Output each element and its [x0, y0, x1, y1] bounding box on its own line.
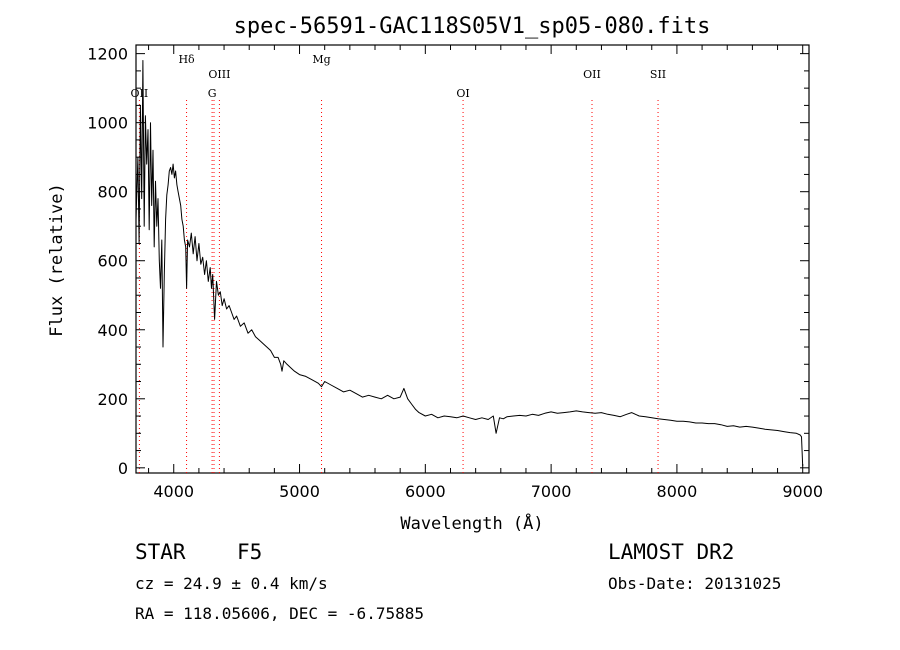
velocity-text: cz = 24.9 ± 0.4 km/s: [135, 574, 328, 593]
x-tick-label: 9000: [782, 482, 823, 501]
survey-name: LAMOST DR2: [608, 540, 735, 564]
y-tick-label: 0: [118, 459, 128, 478]
y-tick-label: 400: [97, 321, 128, 340]
x-tick-label: 6000: [405, 482, 446, 501]
emission-line-label: G: [208, 87, 217, 100]
y-tick-label: 1200: [87, 45, 128, 64]
coordinates-text: RA = 118.05606, DEC = -6.75885: [135, 604, 424, 623]
x-tick-label: 8000: [657, 482, 698, 501]
x-axis-label: Wavelength (Å): [400, 512, 543, 534]
object-class: STAR: [135, 540, 186, 564]
emission-line-label: Hδ: [178, 53, 195, 66]
emission-line-label: OIII: [208, 68, 230, 81]
y-axis-label: Flux (relative): [47, 183, 67, 337]
emission-line-label: SII: [650, 68, 666, 81]
plot-frame: [135, 44, 810, 474]
y-tick-label: 800: [97, 183, 128, 202]
y-tick-label: 1000: [87, 114, 128, 133]
x-tick-label: 5000: [279, 482, 320, 501]
emission-line-label: OII: [583, 68, 601, 81]
chart-title: spec-56591-GAC118S05V1_sp05-080.fits: [234, 14, 711, 39]
y-tick-label: 200: [97, 390, 128, 409]
y-tick-label: 600: [97, 252, 128, 271]
x-tick-label: 4000: [153, 482, 194, 501]
spectral-subclass: F5: [237, 540, 263, 564]
emission-line-label: OI: [456, 87, 469, 100]
flux-series-line: [135, 60, 804, 467]
obs-date: Obs-Date: 20131025: [608, 574, 782, 593]
emission-line-label: OII: [131, 87, 149, 100]
emission-line-label: Mg: [312, 53, 330, 66]
x-tick-label: 7000: [531, 482, 572, 501]
